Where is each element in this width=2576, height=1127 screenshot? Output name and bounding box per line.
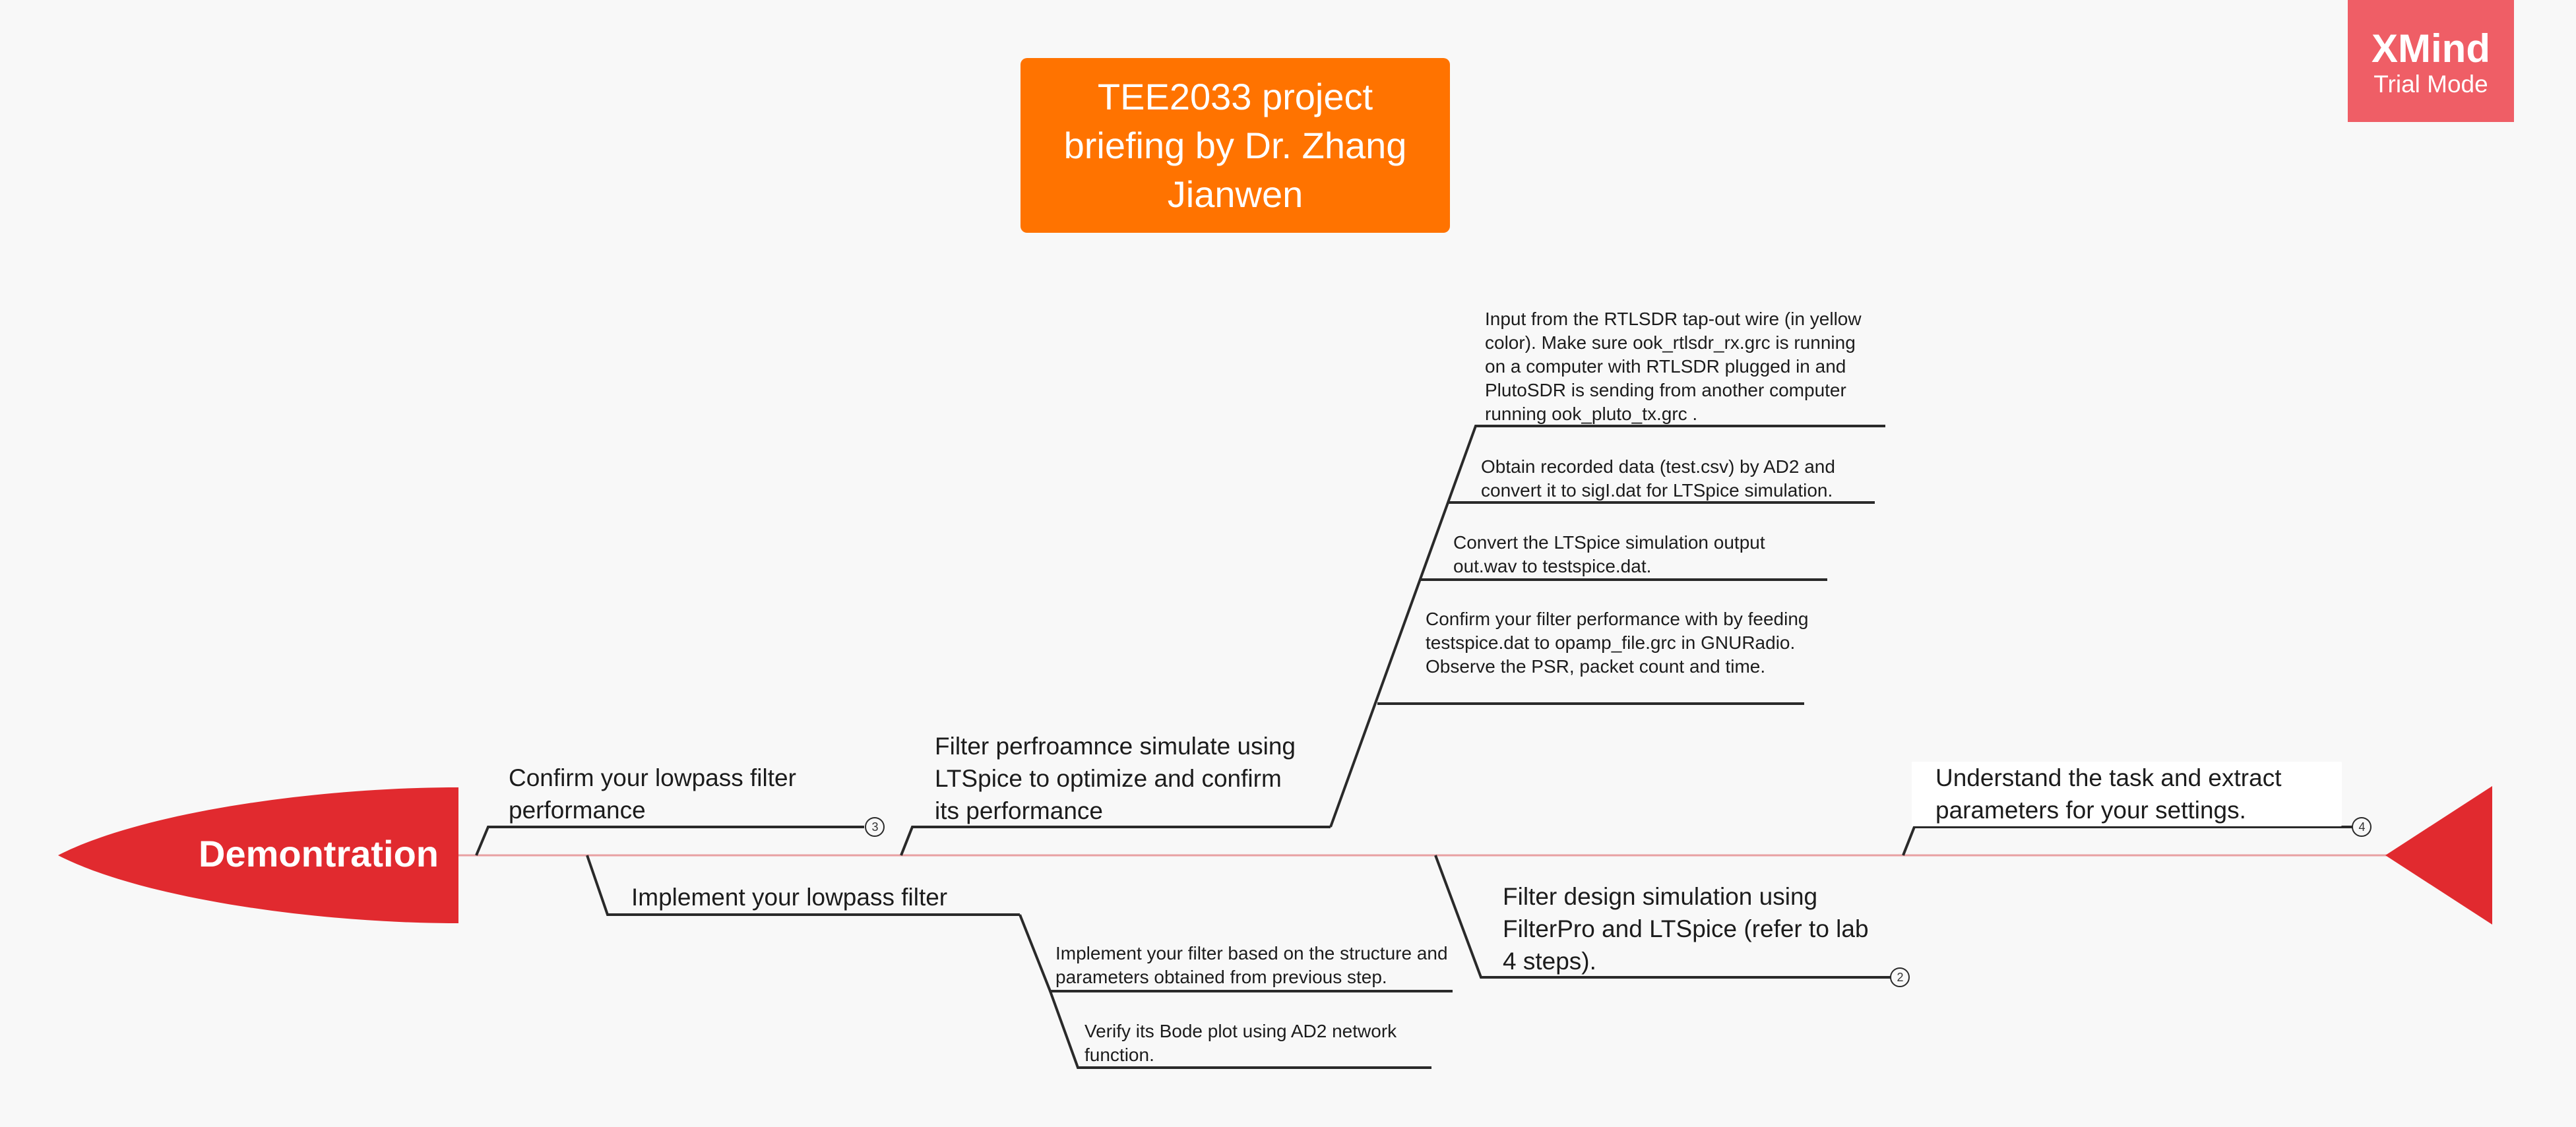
- central-topic-text: TEE2033 project briefing by Dr. Zhang Ji…: [1063, 75, 1407, 215]
- bone-simulate: [900, 826, 1331, 856]
- topic-implement-filter[interactable]: Implement your lowpass filter: [631, 884, 948, 911]
- subtopic-simulate-3[interactable]: Convert the LTSpice simulation output ou…: [1453, 532, 1765, 576]
- topic-understand-task[interactable]: Understand the task and extract paramete…: [1935, 764, 2282, 824]
- bone-confirm: [475, 826, 864, 856]
- topic-ltspice-simulate[interactable]: Filter perfroamnce simulate using LTSpic…: [935, 733, 1296, 824]
- topic-confirm-performance[interactable]: Confirm your lowpass filter performance: [509, 764, 796, 824]
- fish-tail: [2385, 786, 2492, 925]
- topic-filterpro-design[interactable]: Filter design simulation using FilterPro…: [1503, 883, 1869, 975]
- watermark-mode: Trial Mode: [2373, 71, 2488, 98]
- fish-head: [58, 787, 458, 923]
- subtopic-implement-2[interactable]: Verify its Bode plot using AD2 network f…: [1084, 1021, 1397, 1065]
- collapse-badge-confirm[interactable]: 3: [871, 820, 879, 834]
- subtopic-implement-1[interactable]: Implement your filter based on the struc…: [1055, 943, 1448, 987]
- watermark-brand: XMind: [2372, 26, 2490, 71]
- subtopic-simulate-4[interactable]: Confirm your filter performance with by …: [1426, 609, 1809, 677]
- badge-ring-filterpro: [1890, 967, 1910, 987]
- central-topic[interactable]: TEE2033 project briefing by Dr. Zhang Ji…: [1021, 58, 1450, 233]
- subtopic-simulate-2[interactable]: Obtain recorded data (test.csv) by AD2 a…: [1481, 456, 1835, 501]
- collapse-badge-understand[interactable]: 4: [2358, 820, 2366, 834]
- badge-ring-confirm: [865, 817, 885, 837]
- leaf-line-simulate: [1329, 425, 1885, 828]
- collapse-badge-filterpro[interactable]: 2: [1897, 971, 1904, 984]
- bone-implement: [586, 855, 1020, 916]
- bone-understand: [1902, 826, 2352, 856]
- bone-filterpro: [1434, 855, 1891, 979]
- badge-ring-understand: [2352, 817, 2372, 837]
- xmind-watermark: XMind Trial Mode: [2348, 0, 2514, 122]
- topic-understand-bg: [1912, 762, 2342, 826]
- subtopic-simulate-1[interactable]: Input from the RTLSDR tap-out wire (in y…: [1485, 309, 1862, 424]
- leaf-line-implement-2: [1049, 990, 1431, 1069]
- head-topic-label[interactable]: Demontration: [199, 833, 439, 874]
